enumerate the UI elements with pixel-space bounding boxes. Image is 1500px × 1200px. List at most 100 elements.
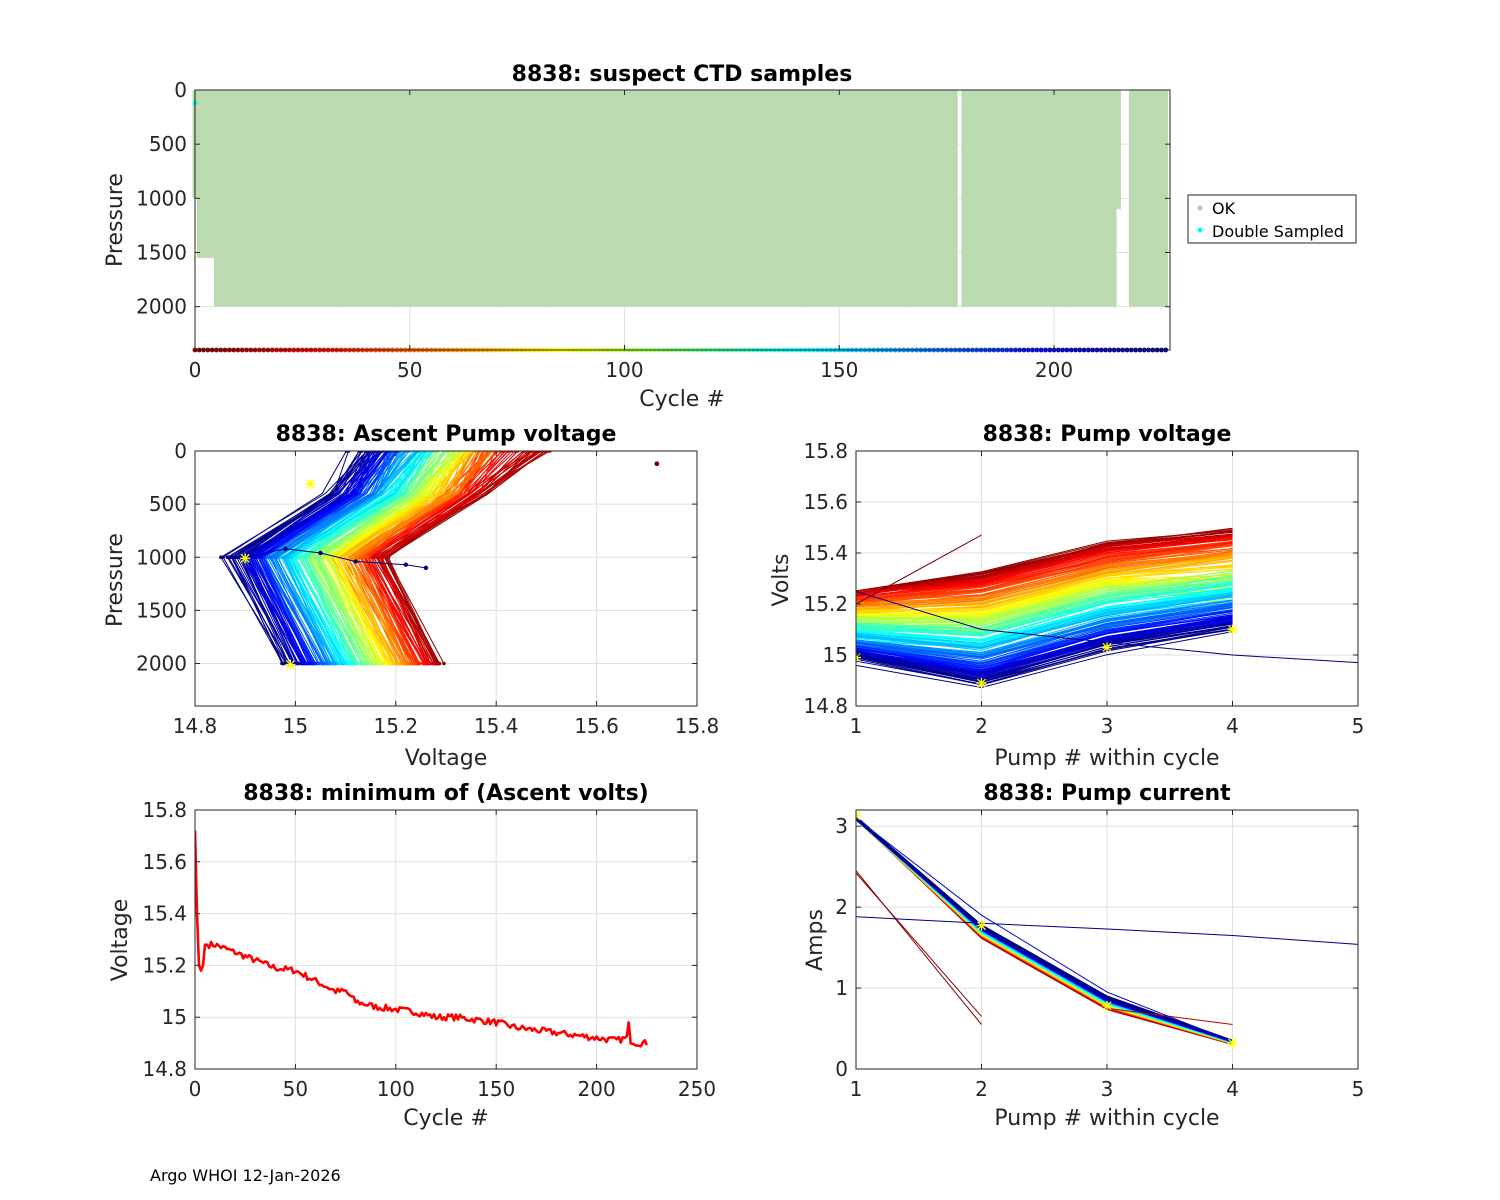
pump-voltage-line <box>856 534 1233 592</box>
ok-sample-column <box>836 90 842 307</box>
ascent-profile-line <box>379 451 518 664</box>
ok-sample-column <box>282 90 288 307</box>
ok-sample-column <box>364 90 370 307</box>
ok-sample-column <box>1038 90 1044 307</box>
ok-sample-column <box>390 90 396 307</box>
ok-sample-column <box>699 90 705 307</box>
ascent-point <box>320 661 324 666</box>
ok-sample-column <box>738 90 743 307</box>
ok-sample-column <box>226 90 232 307</box>
y-tick-label: 2 <box>835 895 848 919</box>
ascent-profile-line <box>249 451 390 664</box>
ok-sample-column <box>815 90 821 307</box>
y-tick-label: 15.6 <box>142 850 187 874</box>
legend-ok-marker <box>1197 205 1203 211</box>
panel-pump-voltage: 8838: Pump voltage 1 2 3 4 5 14.8 15 15.2 15.4 15… <box>769 422 1364 771</box>
ok-sample-column <box>377 90 383 307</box>
y-tick-label: 15.4 <box>803 541 848 565</box>
x-tick-label: 1 <box>850 714 863 738</box>
ascent-point <box>314 555 319 560</box>
ok-sample-column <box>1133 90 1139 307</box>
ok-sample-column <box>209 90 215 258</box>
ascent-point <box>281 661 285 666</box>
min-cycle-point <box>423 565 429 571</box>
ok-sample-column <box>1004 90 1010 307</box>
ascent-profile-line <box>320 451 464 664</box>
ok-sample-column <box>420 90 426 307</box>
ok-sample-column <box>476 90 481 307</box>
suspect-ylabel: Pressure <box>103 173 128 267</box>
ascent-point <box>359 661 363 666</box>
ascent-profile-line <box>284 451 418 664</box>
ascent-point <box>379 555 383 560</box>
ok-sample-column <box>1107 90 1113 307</box>
ok-sample-column <box>875 90 881 307</box>
ascent-point <box>364 661 368 666</box>
pump-voltage-line <box>856 628 1233 686</box>
ascent-profile-line <box>317 451 447 664</box>
y-tick-label: 1000 <box>136 545 187 569</box>
x-tick-label: 250 <box>678 1077 716 1101</box>
ascent-point <box>392 661 396 666</box>
ok-sample-column <box>927 90 932 307</box>
ascent-point <box>351 661 356 666</box>
pumpvolt-data <box>856 527 1358 689</box>
ascent-profile-line <box>371 451 524 664</box>
x-tick-label: 2 <box>975 714 988 738</box>
ok-sample-column <box>1077 90 1083 307</box>
ascent-profile-line <box>230 451 363 664</box>
ok-sample-column <box>360 90 365 307</box>
ok-sample-column <box>647 90 653 307</box>
pump-voltage-line <box>856 547 1233 603</box>
ok-sample-column <box>196 90 202 258</box>
ok-sample-column <box>531 90 537 307</box>
ok-sample-column <box>626 90 632 307</box>
pump-voltage-line <box>856 615 1233 673</box>
ascent-point <box>269 555 273 560</box>
ok-sample-column <box>372 90 378 307</box>
ok-sample-column <box>1047 90 1053 307</box>
ascent-profile-line <box>367 451 506 664</box>
y-tick-label: 1 <box>835 976 848 1000</box>
ok-sample-column <box>381 90 387 307</box>
ok-sample-column <box>617 90 623 307</box>
ascent-point <box>373 661 378 666</box>
pump-voltage-line <box>856 614 1233 672</box>
ok-sample-column <box>1068 90 1074 307</box>
ok-sample-column <box>991 90 997 307</box>
min-cycle-point <box>353 559 358 564</box>
outlier-line <box>856 817 1233 1042</box>
ok-sample-column <box>896 90 902 307</box>
ascent-point <box>302 555 306 560</box>
ok-sample-column <box>480 90 486 307</box>
panel-ascent-pump-voltage: 8838: Ascent Pump voltage 14.8 15 15.2 15.4… <box>103 422 719 771</box>
ok-sample-column <box>201 90 207 258</box>
ok-sample-column <box>325 90 331 307</box>
ascent-profile-line <box>253 451 382 664</box>
early-cycle-line <box>856 534 982 605</box>
ok-sample-column <box>879 90 885 307</box>
ok-sample-column <box>561 90 567 307</box>
ok-sample-column <box>763 90 769 307</box>
ok-sample-column <box>1012 90 1018 307</box>
ok-sample-column <box>643 90 649 307</box>
ok-sample-column <box>665 90 670 307</box>
ok-sample-column <box>308 90 314 307</box>
y-tick-label: 15.8 <box>142 798 187 822</box>
ok-sample-column <box>707 90 713 307</box>
ok-sample-column <box>484 90 490 307</box>
ok-sample-column <box>317 90 323 307</box>
ok-sample-column <box>278 90 284 307</box>
ok-sample-column <box>493 90 499 307</box>
ascent-profile-line <box>266 451 410 664</box>
legend-double-sampled-label: Double Sampled <box>1212 222 1344 241</box>
ok-sample-column <box>639 90 645 307</box>
x-tick-label: 50 <box>397 358 422 382</box>
ok-sample-column <box>1000 90 1005 307</box>
ok-sample-column <box>969 90 975 307</box>
ok-sample-column <box>1085 90 1091 307</box>
ok-sample-column <box>256 90 262 307</box>
ok-sample-column <box>686 90 692 307</box>
pump-voltage-line <box>856 592 1233 644</box>
ok-sample-column <box>965 90 971 307</box>
